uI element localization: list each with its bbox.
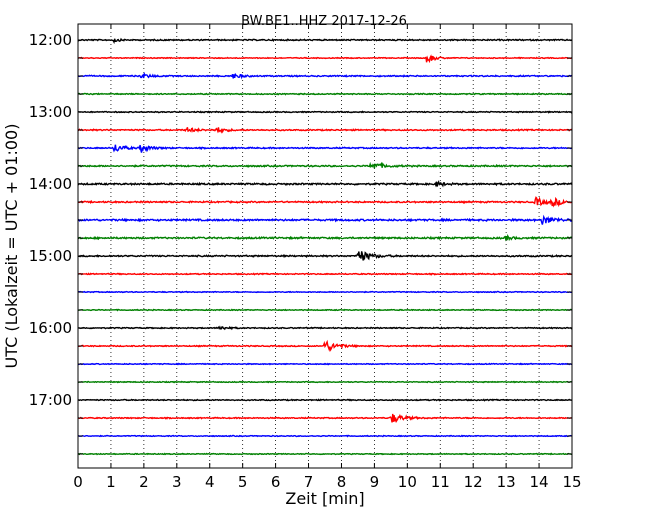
x-tick-label: 3	[172, 473, 182, 491]
trace-line	[77, 161, 573, 169]
trace-line	[77, 144, 573, 153]
y-tick-label: 17:00	[29, 391, 72, 409]
x-axis-ticks: 0 1 2 3 4 5 6 7 8 9 10 11 12 13 14 15	[73, 24, 582, 491]
trace-line	[77, 180, 573, 188]
trace-line	[77, 398, 573, 402]
trace-line	[77, 54, 573, 64]
trace-layer	[77, 37, 573, 456]
y-axis-ticks: 12:00 13:00 14:00 15:00 16:00 17:00	[29, 31, 572, 455]
trace-line	[77, 127, 573, 134]
x-tick-label: 7	[304, 473, 314, 491]
x-tick-label: 1	[106, 473, 116, 491]
y-tick-label: 16:00	[29, 319, 72, 337]
trace-line	[77, 308, 573, 312]
trace-line	[77, 214, 573, 225]
trace-line	[77, 413, 573, 424]
plot-frame	[77, 23, 573, 469]
trace-line	[77, 272, 573, 276]
trace-line	[77, 362, 573, 366]
x-tick-label: 15	[562, 473, 581, 491]
x-tick-label: 13	[497, 473, 516, 491]
y-tick-label: 12:00	[29, 31, 72, 49]
x-tick-label: 11	[431, 473, 450, 491]
trace-line	[77, 110, 573, 114]
trace-line	[77, 233, 573, 242]
x-tick-label: 12	[464, 473, 483, 491]
trace-line	[77, 380, 573, 384]
trace-line	[77, 325, 573, 331]
y-tick-label: 15:00	[29, 247, 72, 265]
x-tick-label: 10	[398, 473, 417, 491]
x-tick-label: 9	[370, 473, 380, 491]
x-tick-label: 5	[238, 473, 248, 491]
trace-line	[77, 452, 573, 456]
trace-line	[77, 92, 573, 96]
x-tick-label: 4	[205, 473, 215, 491]
trace-line	[77, 434, 573, 438]
x-tick-label: 6	[271, 473, 281, 491]
x-tick-label: 14	[530, 473, 549, 491]
y-axis-label: UTC (Lokalzeit = UTC + 01:00)	[2, 124, 21, 369]
trace-line	[77, 339, 573, 352]
x-tick-label: 0	[73, 473, 83, 491]
trace-line	[77, 196, 573, 208]
trace-line	[77, 71, 573, 80]
trace-line	[77, 290, 573, 294]
x-tick-label: 8	[337, 473, 347, 491]
y-tick-label: 13:00	[29, 103, 72, 121]
trace-line	[77, 37, 573, 45]
trace-line	[77, 251, 573, 261]
x-axis-label: Zeit [min]	[285, 489, 364, 508]
x-tick-label: 2	[139, 473, 149, 491]
chart-title: BW.BE1..HHZ 2017-12-26	[241, 14, 407, 29]
y-tick-label: 14:00	[29, 175, 72, 193]
